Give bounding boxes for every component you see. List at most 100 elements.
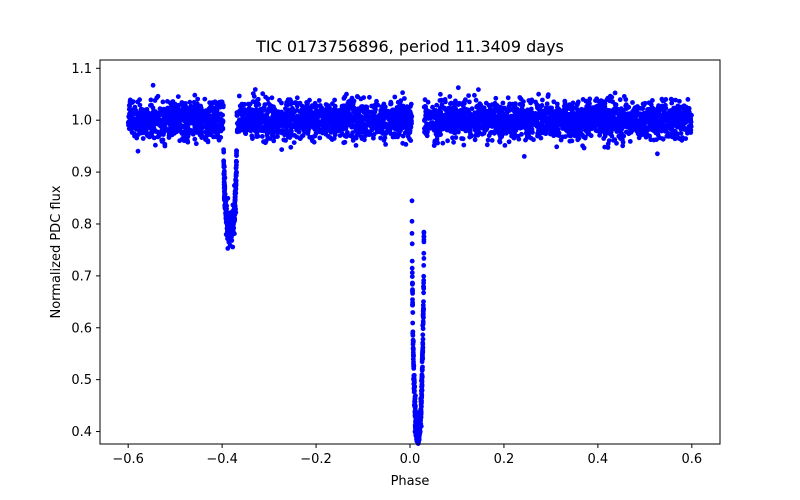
data-point	[358, 96, 364, 102]
data-point	[531, 112, 536, 117]
data-point	[258, 106, 264, 112]
data-point	[421, 273, 427, 279]
data-point	[684, 119, 690, 124]
data-point	[314, 103, 320, 109]
data-point	[685, 97, 691, 102]
data-point	[221, 149, 227, 155]
data-point	[361, 115, 366, 121]
data-point	[597, 111, 603, 116]
data-point	[455, 85, 461, 91]
data-point	[564, 111, 570, 117]
data-point	[368, 124, 374, 129]
data-point	[686, 107, 692, 113]
data-point	[359, 108, 365, 113]
data-point	[686, 124, 692, 129]
data-point	[185, 131, 191, 137]
data-point	[427, 113, 433, 119]
data-point	[545, 94, 551, 99]
data-point	[406, 122, 412, 128]
data-point	[551, 111, 557, 116]
data-point	[530, 130, 535, 135]
data-point	[644, 110, 650, 115]
data-point	[140, 130, 146, 136]
data-point	[204, 109, 209, 115]
data-point	[507, 121, 513, 127]
data-point	[159, 127, 165, 133]
data-point	[249, 133, 255, 139]
data-point	[409, 274, 415, 279]
data-point	[410, 320, 416, 326]
data-point	[678, 124, 684, 129]
data-point	[515, 108, 521, 114]
data-point	[620, 114, 626, 120]
data-point	[305, 129, 310, 134]
data-point	[222, 191, 228, 197]
x-tick-label: 0.2	[494, 452, 515, 467]
data-point	[438, 91, 443, 97]
data-point	[414, 434, 420, 440]
data-point	[154, 111, 160, 116]
data-point	[287, 135, 293, 140]
y-tick-label: 1.0	[71, 114, 92, 129]
data-point	[315, 127, 320, 133]
data-point	[682, 111, 688, 117]
data-point	[456, 129, 461, 135]
data-point	[400, 140, 406, 146]
y-axis-ticks: 0.40.50.60.70.80.91.01.1	[71, 62, 100, 440]
data-point	[293, 119, 298, 125]
data-point	[285, 107, 291, 113]
data-point	[420, 346, 426, 352]
data-point	[618, 106, 624, 112]
data-point	[514, 113, 520, 119]
data-point	[404, 115, 410, 121]
data-point	[284, 128, 289, 134]
data-point	[386, 117, 392, 122]
y-tick-label: 1.1	[71, 62, 92, 77]
data-point	[561, 121, 567, 126]
data-point	[220, 118, 226, 124]
data-point	[411, 376, 416, 382]
data-point	[439, 102, 445, 108]
data-point	[453, 98, 458, 104]
data-point	[225, 236, 230, 242]
data-point	[514, 125, 520, 131]
data-point	[292, 115, 298, 121]
data-point	[232, 197, 238, 203]
data-point	[241, 126, 247, 132]
data-point	[516, 136, 522, 142]
data-point	[475, 132, 481, 137]
data-point	[128, 127, 134, 133]
data-point	[608, 113, 613, 119]
data-point	[668, 108, 674, 113]
data-point	[220, 104, 226, 110]
data-point	[246, 122, 252, 128]
data-point	[288, 124, 294, 130]
data-point	[669, 97, 675, 103]
data-point	[140, 136, 146, 141]
data-point	[607, 93, 613, 99]
data-point	[409, 218, 415, 224]
data-point	[523, 137, 528, 143]
data-point	[462, 117, 468, 123]
data-point	[258, 126, 264, 132]
data-point	[192, 113, 198, 118]
data-point	[397, 99, 403, 105]
data-point	[433, 131, 439, 137]
data-point	[292, 124, 298, 130]
data-point	[641, 115, 647, 120]
data-point	[317, 135, 323, 141]
data-point	[484, 142, 490, 148]
data-point	[486, 102, 492, 108]
y-axis-label: Normalized PDC flux	[49, 185, 64, 318]
data-point	[350, 101, 356, 107]
data-point	[661, 122, 666, 127]
data-point	[421, 299, 426, 304]
data-point	[411, 353, 416, 359]
data-point	[566, 124, 572, 130]
data-point	[264, 132, 270, 138]
data-point	[333, 124, 339, 130]
data-point	[489, 138, 495, 143]
data-point	[221, 182, 227, 188]
data-point	[481, 130, 487, 136]
data-point	[563, 127, 569, 133]
